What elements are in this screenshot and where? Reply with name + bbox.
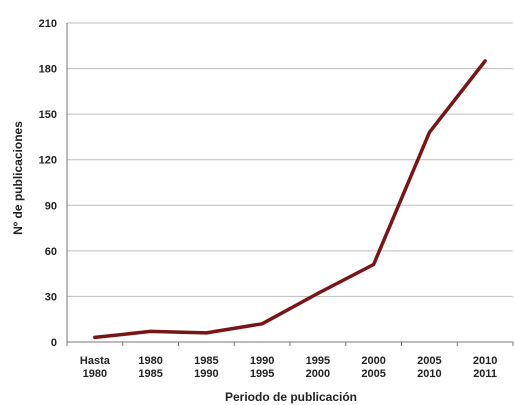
x-tick-label-line: 2010: [417, 368, 441, 380]
data-point: [93, 335, 97, 339]
x-tick-label: 1980 1985: [138, 355, 162, 380]
x-tick-label-line: 2005: [361, 368, 385, 380]
x-tick-label-line: 1990: [194, 368, 218, 380]
data-point: [204, 331, 208, 335]
x-tick-label-line: 1985: [194, 355, 218, 367]
data-point: [372, 262, 376, 267]
y-tick-label: 60: [45, 246, 57, 258]
x-tick-label: Hasta 1980: [80, 355, 111, 380]
x-tick-label-line: 1980: [83, 368, 107, 380]
x-tick-label-line: 2005: [417, 355, 441, 367]
x-tick-label: 1990 1995: [250, 355, 274, 380]
y-tick-label: 90: [45, 200, 57, 212]
x-tick-label-line: Hasta: [80, 355, 111, 367]
y-tick-label: 30: [45, 291, 57, 303]
data-point: [483, 59, 487, 63]
y-tick-label: 150: [39, 109, 57, 121]
series-group: [93, 59, 487, 340]
data-point: [316, 291, 320, 295]
x-tick-label: 1985 1990: [194, 355, 218, 380]
y-axis-title: Nº de publicaciones: [11, 121, 25, 235]
x-tick-label: 2005 2010: [417, 355, 441, 380]
x-tick-label: 1995 2000: [306, 355, 330, 380]
x-axis-title: Periodo de publicación: [225, 390, 357, 404]
x-tick-label-line: 1980: [138, 355, 162, 367]
x-tick-label-line: 2010: [473, 355, 497, 367]
x-tick-label-line: 1995: [250, 368, 274, 380]
x-tick-label: 2000 2005: [361, 355, 385, 380]
data-point: [427, 130, 431, 134]
y-tick-label: 120: [39, 155, 57, 167]
x-tick-label-line: 2000: [306, 368, 330, 380]
y-tick-label: 0: [51, 337, 57, 349]
data-point: [149, 329, 153, 333]
x-tick-label-line: 1990: [250, 355, 274, 367]
gridlines: [67, 22, 513, 297]
series-line: [93, 59, 487, 340]
y-tick-labels: 0 30 60 90 120 150 180 210: [39, 18, 57, 349]
x-tick-label-line: 2000: [361, 355, 385, 367]
x-tick-label-line: 2011: [473, 368, 497, 380]
x-tick-label-line: 1985: [138, 368, 162, 380]
y-tick-label: 180: [39, 64, 57, 76]
data-point: [260, 322, 264, 326]
x-tick-label-line: 1995: [306, 355, 330, 367]
x-tick-label: 2010 2011: [473, 355, 497, 380]
y-tick-label: 210: [39, 18, 57, 30]
